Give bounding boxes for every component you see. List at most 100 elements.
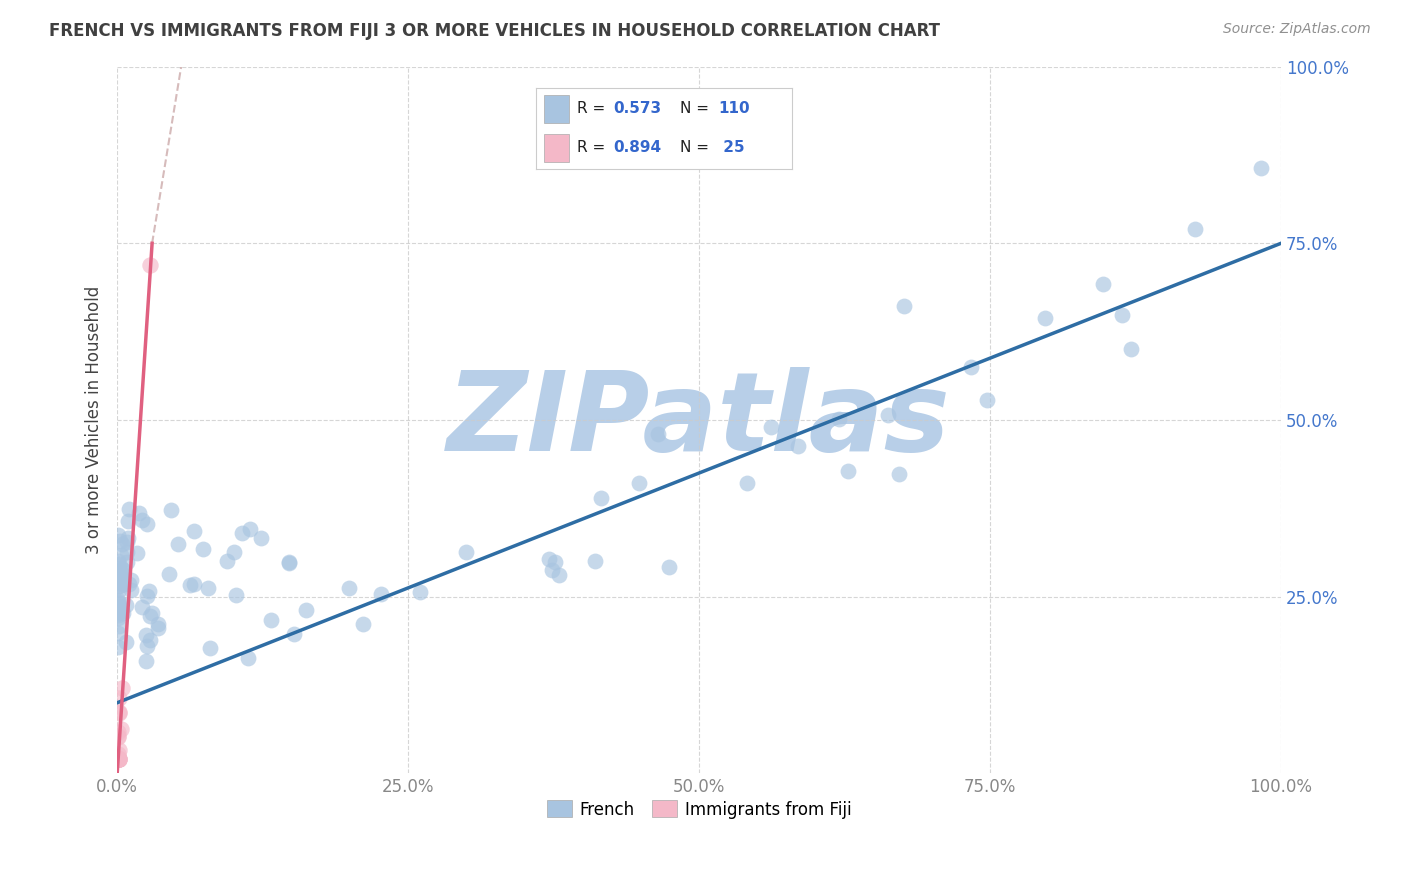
Point — [107, 579, 129, 593]
Point — [250, 531, 273, 545]
Point — [107, 752, 129, 766]
Point — [141, 606, 163, 620]
Point — [107, 593, 129, 607]
Point — [337, 581, 360, 595]
Point — [117, 531, 139, 545]
Point — [136, 589, 159, 603]
Point — [120, 573, 142, 587]
Point — [107, 752, 129, 766]
Legend: French, Immigrants from Fiji: French, Immigrants from Fiji — [540, 794, 858, 825]
Point — [107, 752, 129, 766]
Point — [112, 574, 135, 588]
Point — [108, 619, 131, 633]
Point — [236, 651, 259, 665]
Point — [146, 616, 169, 631]
Point — [131, 599, 153, 614]
Point — [107, 625, 129, 640]
Point — [107, 743, 129, 757]
Point — [107, 751, 129, 765]
Point — [239, 522, 262, 536]
Point — [167, 537, 190, 551]
Point — [110, 722, 132, 736]
Point — [110, 561, 132, 575]
Point — [107, 607, 129, 622]
Point — [217, 554, 239, 568]
Point — [107, 565, 129, 579]
Point — [111, 537, 134, 551]
Point — [628, 475, 651, 490]
Y-axis label: 3 or more Vehicles in Household: 3 or more Vehicles in Household — [86, 286, 103, 554]
Point — [295, 603, 318, 617]
Point — [107, 611, 129, 625]
Point — [108, 579, 131, 593]
Text: ZIPatlas: ZIPatlas — [447, 367, 950, 474]
Point — [107, 574, 129, 589]
Point — [115, 535, 138, 549]
Point — [108, 582, 131, 597]
Point — [548, 567, 571, 582]
Point — [128, 506, 150, 520]
Point — [111, 606, 134, 620]
Point — [108, 600, 131, 615]
Point — [583, 554, 606, 568]
Point — [107, 691, 129, 706]
Point — [183, 524, 205, 539]
Point — [117, 515, 139, 529]
Point — [139, 258, 162, 272]
Point — [408, 584, 430, 599]
Point — [277, 555, 299, 569]
Point — [454, 545, 477, 559]
Point — [887, 467, 910, 481]
Point — [107, 575, 129, 590]
Point — [115, 545, 138, 559]
Point — [278, 557, 301, 571]
Point — [107, 752, 129, 766]
Point — [837, 464, 859, 478]
Point — [115, 635, 138, 649]
Point — [893, 298, 915, 312]
Point — [658, 559, 681, 574]
Point — [107, 752, 129, 766]
Point — [1111, 308, 1133, 322]
Point — [107, 607, 129, 621]
Point — [135, 628, 157, 642]
Point — [193, 541, 215, 556]
Point — [107, 747, 129, 761]
Point — [108, 600, 131, 615]
Point — [1250, 161, 1272, 175]
Point — [138, 584, 160, 599]
Point — [1033, 311, 1056, 326]
Point — [135, 654, 157, 668]
Point — [1184, 221, 1206, 235]
Point — [136, 517, 159, 532]
Point — [108, 533, 131, 548]
Point — [200, 641, 222, 656]
Point — [976, 392, 998, 407]
Point — [110, 549, 132, 563]
Point — [118, 501, 141, 516]
Point — [222, 545, 245, 559]
Point — [111, 571, 134, 585]
Point — [108, 706, 131, 720]
Point — [735, 475, 758, 490]
Point — [1091, 277, 1114, 292]
Point — [647, 427, 669, 442]
Point — [136, 640, 159, 654]
Point — [107, 725, 129, 739]
Point — [231, 526, 253, 541]
Text: Source: ZipAtlas.com: Source: ZipAtlas.com — [1223, 22, 1371, 37]
Point — [115, 555, 138, 569]
Point — [108, 752, 131, 766]
Point — [107, 561, 129, 575]
Point — [591, 491, 613, 505]
Text: FRENCH VS IMMIGRANTS FROM FIJI 3 OR MORE VEHICLES IN HOUSEHOLD CORRELATION CHART: FRENCH VS IMMIGRANTS FROM FIJI 3 OR MORE… — [49, 22, 941, 40]
Point — [111, 567, 134, 582]
Point — [139, 633, 162, 648]
Point — [283, 627, 305, 641]
Point — [260, 613, 283, 627]
Point — [115, 598, 138, 612]
Point — [107, 729, 129, 743]
Point — [787, 439, 810, 453]
Point — [107, 528, 129, 542]
Point — [110, 575, 132, 590]
